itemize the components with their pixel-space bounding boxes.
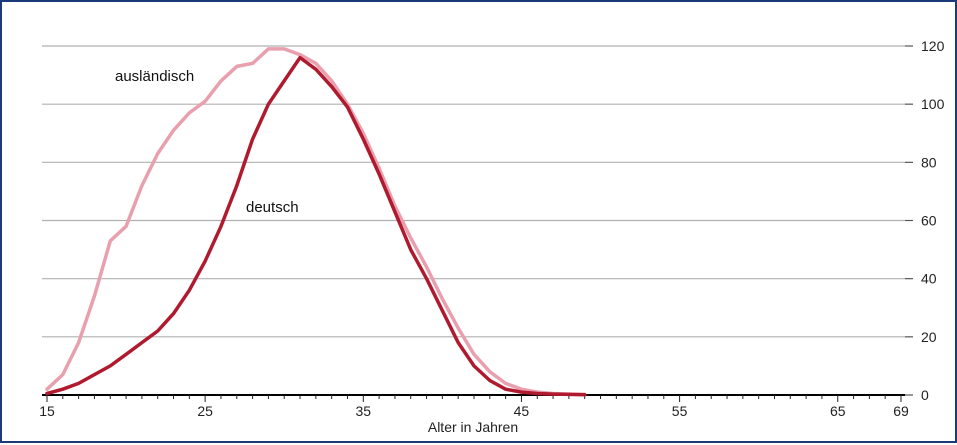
x-tick-label: 45 xyxy=(514,403,530,419)
x-axis-title: Alter in Jahren xyxy=(428,419,518,435)
x-tick-label: 25 xyxy=(197,403,213,419)
y-tick-label: 100 xyxy=(921,96,945,112)
y-tick-label: 80 xyxy=(921,154,937,170)
y-tick-label: 0 xyxy=(921,387,929,403)
y-tick-label: 40 xyxy=(921,271,937,287)
x-tick-label: 35 xyxy=(356,403,372,419)
y-tick-label: 60 xyxy=(921,213,937,229)
y-tick-label: 20 xyxy=(921,329,937,345)
series-line-auslaendisch xyxy=(45,47,587,397)
annotation-deutsch: deutsch xyxy=(246,199,299,216)
y-tick-label: 120 xyxy=(921,38,945,54)
x-tick-label: 55 xyxy=(672,403,688,419)
annotation-auslaendisch: ausländisch xyxy=(115,68,194,85)
x-tick-label: 69 xyxy=(893,403,909,419)
x-tick-label: 65 xyxy=(830,403,846,419)
x-tick-label: 15 xyxy=(39,403,55,419)
series-line-deutsch xyxy=(45,55,587,397)
